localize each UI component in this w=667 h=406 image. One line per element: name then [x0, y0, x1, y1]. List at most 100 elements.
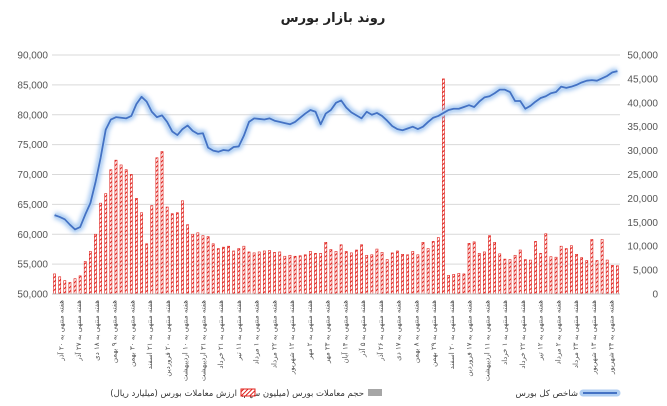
value-bar — [590, 239, 594, 295]
value-bar — [186, 224, 189, 295]
legend-item-value: ارزش معاملات بورس (میلیارد ریال) — [110, 388, 256, 399]
value-bar — [365, 254, 369, 295]
x-tick-label: هفته منتهی به ۱۸ دی — [93, 300, 101, 361]
value-bar — [227, 245, 230, 295]
left-tick-label: 65,000 — [17, 200, 48, 211]
value-bar — [160, 151, 164, 295]
left-tick-label: 50,000 — [17, 290, 48, 301]
value-bar — [488, 235, 491, 295]
value-bar — [539, 253, 543, 295]
x-tick-label: هفته منتهی به ۱۱ اردیبهشت — [483, 300, 491, 381]
value-bar — [53, 273, 56, 295]
left-tick-label: 80,000 — [17, 110, 48, 121]
value-bar — [104, 193, 108, 295]
x-tick-label: هفته منتهی به ۸ بهمن — [412, 300, 420, 363]
right-tick-label: 0 — [652, 290, 658, 301]
legend-item-volume: حجم معاملات بورس (میلیون سهم) — [240, 389, 382, 399]
value-bar — [518, 249, 522, 295]
x-tick-label: هفته منتهی به ۲۱ اسفند — [146, 300, 154, 370]
value-bar — [283, 255, 287, 295]
legend-label-volume: حجم معاملات بورس (میلیون سهم) — [240, 389, 364, 399]
x-tick-label: هفته منتهی به ۲۲ خرداد — [519, 300, 527, 369]
value-bar — [575, 254, 578, 295]
value-bar — [513, 254, 517, 295]
value-bar — [135, 198, 138, 295]
value-bar — [370, 254, 374, 295]
x-tick-label: هفته منتهی به ۲۱ خرداد — [217, 300, 225, 369]
right-y-axis: 0 5,000 10,000 15,000 20,000 25,000 30,000 35,0… — [627, 51, 658, 301]
value-bar — [268, 250, 271, 295]
left-tick-label: 75,000 — [17, 140, 48, 151]
value-bars — [53, 78, 619, 295]
right-tick-label: 40,000 — [627, 98, 658, 109]
value-bar — [472, 241, 476, 295]
value-bar — [119, 164, 123, 295]
value-bar — [431, 241, 435, 295]
x-tick-label: هفته منتهی به ۱۰ اردیبهشت — [182, 300, 190, 381]
left-tick-label: 70,000 — [17, 170, 48, 181]
left-y-axis: 50,000 55,000 60,000 65,000 70,000 75,000 80,0… — [17, 51, 48, 301]
right-tick-label: 10,000 — [627, 242, 658, 253]
value-bar — [580, 257, 583, 295]
x-tick-label: هفته منتهی به ۲ مرداد — [554, 300, 562, 365]
value-bar — [206, 236, 210, 295]
value-bar — [124, 169, 128, 295]
x-tick-label: هفته منتهی به ۱۴ آبان — [340, 300, 349, 364]
value-bar — [554, 256, 558, 295]
value-bar — [462, 273, 466, 295]
legend: شاخص کل بورس حجم معاملات بورس (میلیون سه… — [110, 388, 621, 399]
value-bar — [237, 248, 241, 295]
value-bar — [360, 244, 363, 295]
legend-label-index: شاخص کل بورس — [515, 389, 578, 399]
x-tick-label: هفته منتهی به ۱۱ تیر — [235, 300, 243, 362]
value-bar — [610, 265, 614, 295]
right-tick-label: 30,000 — [627, 146, 658, 157]
right-tick-label: 15,000 — [627, 218, 658, 229]
value-bar — [140, 212, 143, 295]
value-bar — [421, 242, 425, 295]
value-bar — [477, 253, 481, 295]
x-tick-label: هفته منتهی به ۲ مهر — [306, 300, 314, 361]
value-bar — [278, 251, 282, 295]
value-bar — [216, 248, 220, 295]
chart-title: روند بازار بورس — [281, 11, 386, 26]
value-bar — [191, 233, 195, 295]
left-tick-label: 85,000 — [17, 80, 48, 91]
x-tick-label: هفته منتهی به ۱۷ دی — [395, 300, 403, 361]
x-tick-label: هفته منتهی به ۱۷ فروردین — [466, 300, 474, 377]
value-bar — [222, 246, 225, 295]
value-bar — [129, 174, 133, 295]
x-tick-label: هفته منتهی به ۵ آذر — [358, 300, 367, 358]
x-tick-label: هفته منتهی به ۳۰ بهمن — [128, 300, 136, 367]
right-tick-label: 35,000 — [627, 122, 658, 133]
value-bar — [99, 202, 102, 295]
x-tick-label: هفته منتهی به ۲۶ آذر — [376, 300, 385, 362]
value-bar — [585, 260, 589, 295]
value-bar — [570, 245, 573, 295]
value-bar — [242, 245, 246, 295]
value-bar — [436, 237, 440, 295]
x-tick-label: هفته منتهی به ۱۲ تیر — [537, 300, 545, 362]
right-tick-label: 5,000 — [633, 266, 658, 277]
value-bar — [175, 212, 179, 295]
value-bar — [309, 251, 312, 295]
value-bar — [339, 244, 343, 295]
value-bar — [508, 259, 512, 295]
value-bar — [349, 252, 353, 295]
value-bar — [385, 259, 389, 295]
value-bar — [503, 258, 507, 295]
legend-item-index: شاخص کل بورس — [515, 389, 621, 399]
value-bar — [68, 282, 72, 295]
value-bar — [616, 265, 619, 295]
value-bar — [595, 260, 599, 295]
x-tick-label: هفته منتهی به ۲۹ بهمن — [430, 300, 438, 367]
value-bar — [396, 250, 399, 295]
x-tick-label: هفته منتهی به ۱۲ شهریور — [288, 300, 296, 375]
left-tick-label: 90,000 — [17, 51, 48, 62]
value-bar — [324, 242, 328, 295]
x-axis: هفته منتهی به ۲۰ آذر هفته منتهی به ۲۷ آذر… — [52, 293, 620, 381]
value-bar — [257, 251, 261, 295]
x-tick-label: هفته منتهی به ۲۴ شهریور — [608, 300, 616, 375]
value-bar — [416, 254, 420, 295]
value-bar — [273, 252, 276, 295]
